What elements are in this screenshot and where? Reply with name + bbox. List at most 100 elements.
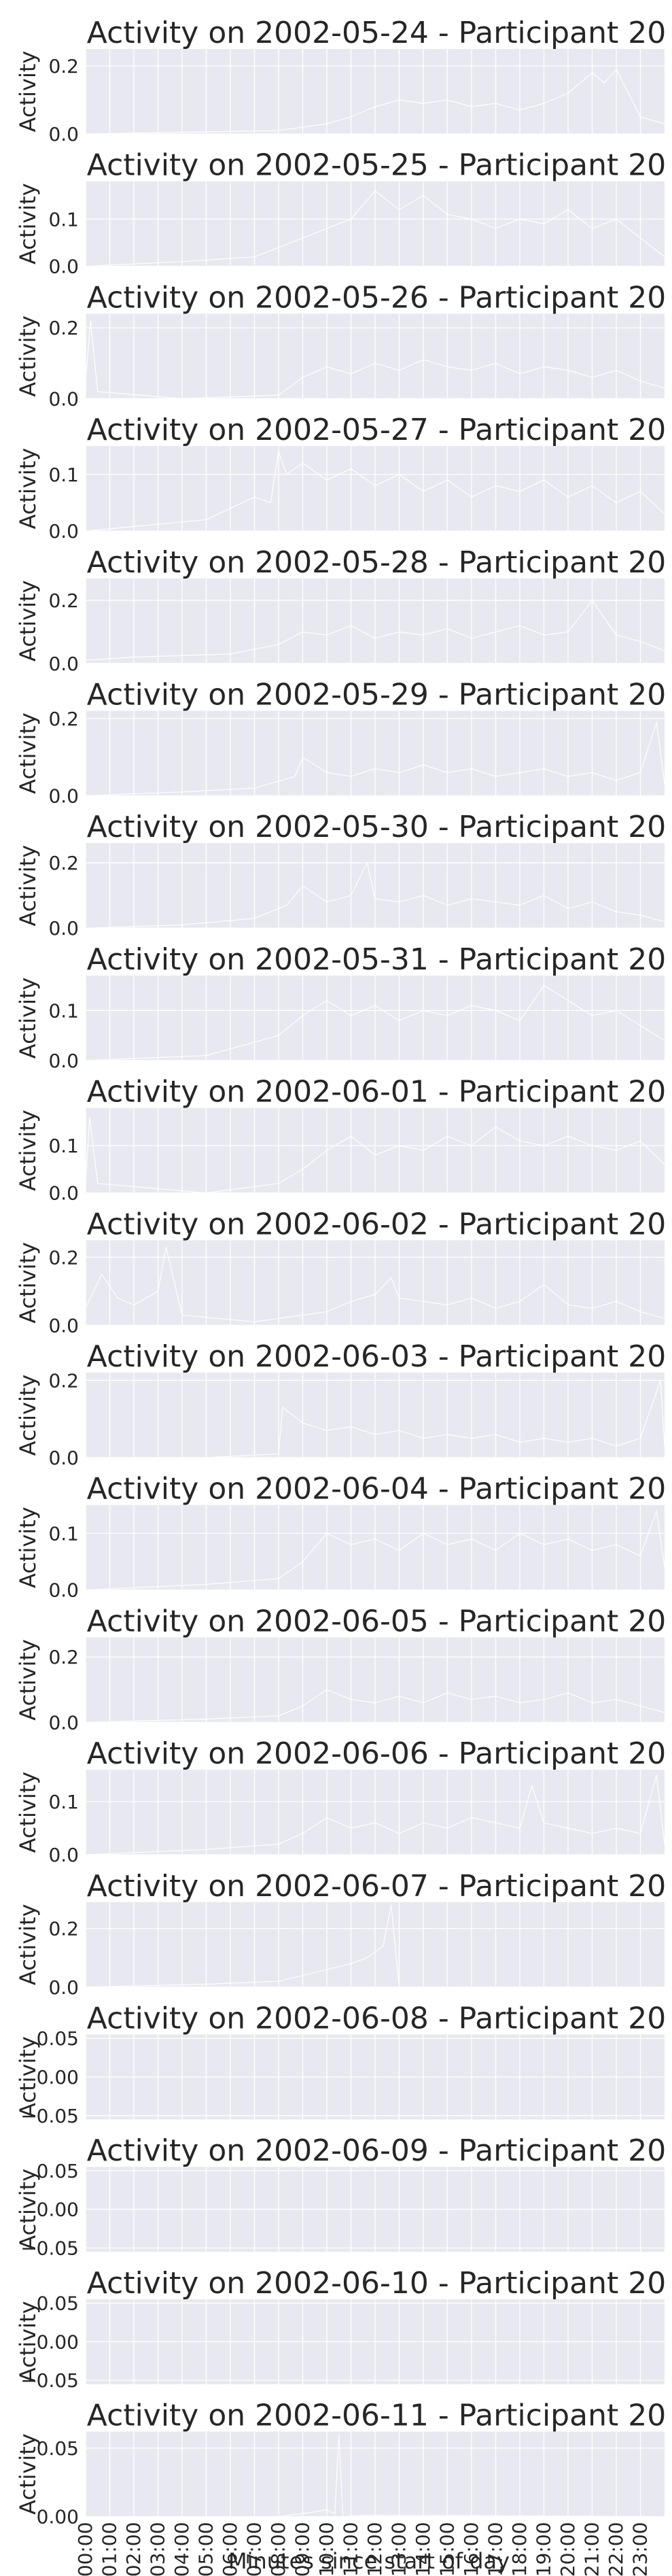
y-axis-label: Activity [15, 1242, 41, 1324]
x-tick-label: 07:00 [243, 2522, 266, 2576]
subplot-16: 0.05 0.00 −0.05 Activity on 2002-06-08 - Pa… [15, 2002, 666, 2127]
y-tick-label: 0.00 [37, 2066, 79, 2089]
x-tick-label: 16:00 [460, 2522, 482, 2576]
y-axis-label: Activity [15, 978, 41, 1059]
y-axis-label: Activity [15, 2301, 41, 2383]
subplot-9: 0.0 0.1 Activity on 2002-06-01 - Participa… [15, 1075, 666, 1205]
activity-series-line [85, 1689, 665, 1723]
y-tick-label: 0.0 [48, 1844, 79, 1866]
y-axis-label: Activity [15, 1904, 41, 1985]
subplot-6: 0.0 0.2 Activity on 2002-05-29 - Participa… [15, 678, 666, 808]
activity-series-line [85, 190, 665, 267]
subplot-title: Activity on 2002-05-26 - Participant 20 [87, 280, 666, 315]
y-tick-label: 0.2 [48, 708, 79, 730]
y-tick-label: 0.05 [37, 2160, 79, 2182]
subplot-title: Activity on 2002-05-29 - Participant 20 [87, 678, 666, 712]
y-axis-label: Activity [15, 1375, 41, 1456]
y-tick-label: −0.05 [20, 2369, 79, 2392]
subplot-12: 0.0 0.1 Activity on 2002-06-04 - Participa… [15, 1472, 666, 1602]
y-tick-label: 0.00 [37, 2506, 79, 2528]
y-tick-label: 0.0 [48, 917, 79, 940]
activity-series-line [85, 862, 665, 929]
x-tick-label: 08:00 [267, 2522, 289, 2576]
x-tick-label: 06:00 [219, 2522, 241, 2576]
activity-series-line [85, 1510, 665, 1591]
x-tick-label: 20:00 [556, 2522, 579, 2576]
y-axis-label: Activity [15, 580, 41, 662]
subplot-5: 0.0 0.2 Activity on 2002-05-28 - Participa… [15, 545, 666, 675]
activity-series-line [85, 600, 665, 661]
subplot-title: Activity on 2002-06-06 - Participant 20 [87, 1736, 666, 1771]
subplot-title: Activity on 2002-06-02 - Participant 20 [87, 1207, 666, 1241]
y-axis-label: Activity [15, 51, 41, 133]
y-axis-label: Activity [15, 315, 41, 397]
y-tick-label: 0.2 [48, 852, 79, 874]
x-tick-label: 14:00 [412, 2522, 434, 2576]
subplot-title: Activity on 2002-06-05 - Participant 20 [87, 1604, 666, 1638]
x-tick-label: 21:00 [581, 2522, 603, 2576]
y-tick-label: 0.0 [48, 1314, 79, 1337]
subplot-title: Activity on 2002-05-25 - Participant 20 [87, 148, 666, 183]
x-tick-label: 03:00 [147, 2522, 169, 2576]
subplot-title: Activity on 2002-06-08 - Participant 20 [87, 2002, 666, 2036]
x-axis-label: Minutes since start of day [228, 2548, 510, 2574]
activity-series-line [85, 984, 665, 1061]
subplot-10: 0.0 0.2 Activity on 2002-06-02 - Participa… [15, 1207, 666, 1337]
y-tick-label: 0.1 [48, 1135, 79, 1157]
x-tick-label: 00:00 [74, 2522, 96, 2576]
y-axis-label: Activity [15, 2036, 41, 2118]
activity-series-line [85, 451, 665, 532]
subplot-title: Activity on 2002-06-04 - Participant 20 [87, 1472, 666, 1507]
x-tick-label: 09:00 [291, 2522, 314, 2576]
y-tick-label: 0.0 [48, 1711, 79, 1734]
y-axis-label: Activity [15, 1639, 41, 1721]
x-tick-label: 11:00 [340, 2522, 362, 2576]
y-tick-label: 0.0 [48, 1579, 79, 1602]
subplot-title: Activity on 2002-06-03 - Participant 20 [87, 1339, 666, 1374]
activity-series-line [85, 1246, 665, 1322]
subplot-title: Activity on 2002-06-10 - Participant 20 [87, 2266, 666, 2301]
y-tick-label: 0.0 [48, 123, 79, 145]
y-tick-label: 0.0 [48, 653, 79, 675]
y-tick-label: 0.2 [48, 1918, 79, 1940]
y-axis-label: Activity [15, 845, 41, 927]
y-tick-label: 0.2 [48, 1369, 79, 1392]
y-axis-label: Activity [15, 1772, 41, 1853]
y-tick-label: 0.0 [48, 388, 79, 410]
y-tick-label: 0.2 [48, 589, 79, 612]
activity-series-line [86, 1379, 665, 1458]
activity-series-line [85, 1904, 665, 1988]
y-tick-label: 0.00 [37, 2331, 79, 2353]
y-tick-label: 0.00 [37, 2199, 79, 2221]
activity-series-line [85, 320, 665, 400]
subplot-17: 0.05 0.00 −0.05 Activity on 2002-06-09 - Pa… [15, 2133, 666, 2259]
subplot-title: Activity on 2002-05-24 - Participant 20 [87, 16, 666, 50]
y-tick-label: 0.0 [48, 256, 79, 278]
x-tick-label: 02:00 [122, 2522, 145, 2576]
y-tick-label: 0.05 [37, 2027, 79, 2050]
y-tick-label: −0.05 [20, 2237, 79, 2260]
activity-series-line [85, 1116, 665, 1194]
x-tick-label: 23:00 [629, 2522, 652, 2576]
activity-series-line [85, 721, 665, 797]
subplot-4: 0.0 0.1 Activity on 2002-05-27 - Participa… [15, 413, 666, 543]
y-axis-label: Activity [15, 1507, 41, 1588]
subplot-3: 0.0 0.2 Activity on 2002-05-26 - Participa… [15, 280, 666, 410]
x-tick-label: 01:00 [99, 2522, 121, 2576]
subplot-title: Activity on 2002-06-09 - Participant 20 [87, 2133, 666, 2168]
subplot-2: 0.0 0.1 Activity on 2002-05-25 - Participa… [15, 148, 666, 278]
y-tick-label: 0.1 [48, 1791, 79, 1813]
x-tick-label: 22:00 [605, 2522, 627, 2576]
subplot-title: Activity on 2002-05-30 - Participant 20 [87, 810, 666, 844]
x-tick-label: 18:00 [508, 2522, 531, 2576]
x-tick-label: 05:00 [195, 2522, 217, 2576]
subplot-title: Activity on 2002-05-27 - Participant 20 [87, 413, 666, 447]
x-tick-label: 10:00 [315, 2522, 338, 2576]
y-tick-label: 0.1 [48, 999, 79, 1022]
subplot-title: Activity on 2002-05-28 - Participant 20 [87, 545, 666, 580]
x-tick-label: 12:00 [364, 2522, 386, 2576]
y-tick-label: 0.05 [37, 2437, 79, 2460]
y-tick-label: 0.0 [48, 1976, 79, 1999]
subplot-14: 0.0 0.1 Activity on 2002-06-06 - Participa… [15, 1736, 666, 1866]
